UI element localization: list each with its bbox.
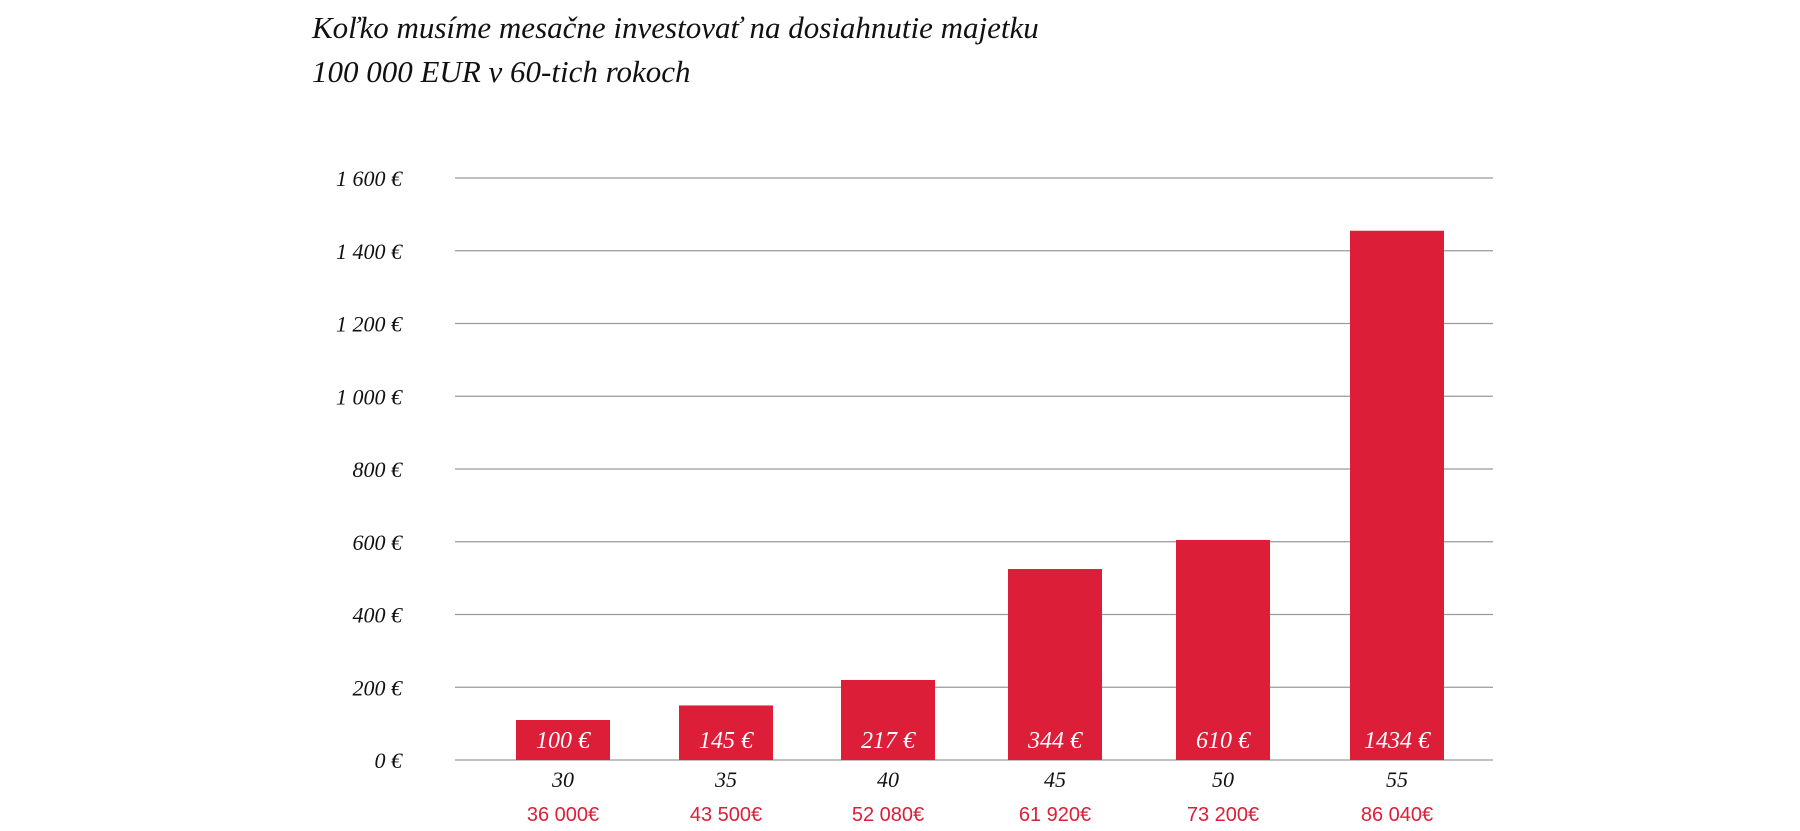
y-tick-label: 400 €	[353, 603, 404, 628]
y-tick-label: 1 200 €	[336, 312, 403, 337]
x-axis-tick-labels: 30 35 40 45 50 55	[551, 767, 1408, 792]
x-tick-label: 30	[551, 767, 574, 792]
y-tick-label: 200 €	[353, 675, 404, 700]
x-tick-label: 50	[1212, 767, 1234, 792]
bar-value-label: 217 €	[861, 728, 916, 754]
bar-value-label: 344 €	[1027, 728, 1083, 754]
bar-35	[679, 705, 773, 760]
total-amount-label: 73 200€	[1187, 804, 1259, 826]
bar-50	[1176, 539, 1270, 760]
x-tick-label: 55	[1386, 767, 1408, 792]
total-amount-labels: 36 000€ 43 500€ 52 080€ 61 920€ 73 200€ 86 04…	[527, 804, 1433, 826]
bar-value-label: 145 €	[699, 728, 754, 754]
bar-value-label: 1434 €	[1364, 728, 1431, 754]
total-amount-label: 36 000€	[527, 804, 599, 826]
bar-45	[1008, 569, 1102, 760]
y-axis-tick-labels: 0 € 200 € 400 € 600 € 800 € 1 000 € 1 200 € 1 4…	[336, 166, 403, 773]
y-tick-label: 0 €	[375, 748, 404, 773]
x-tick-label: 35	[714, 767, 737, 792]
bar-40	[841, 679, 935, 760]
bar-55	[1350, 230, 1444, 760]
x-tick-label: 45	[1044, 767, 1066, 792]
y-tick-label: 1 400 €	[336, 239, 403, 264]
y-tick-label: 1 000 €	[336, 384, 403, 409]
y-tick-label: 600 €	[353, 530, 404, 555]
gridlines	[455, 177, 1493, 761]
y-tick-label: 1 600 €	[336, 166, 403, 191]
chart-title: Koľko musíme mesačne investovať na dosia…	[312, 6, 1039, 94]
x-tick-label: 40	[877, 767, 899, 792]
chart-title-line-1: Koľko musíme mesačne investovať na dosia…	[312, 10, 1039, 45]
chart-title-line-2: 100 000 EUR v 60-tich rokoch	[312, 54, 691, 89]
total-amount-label: 52 080€	[852, 804, 924, 826]
y-tick-label: 800 €	[353, 457, 404, 482]
bars: 100 € 145 € 217 € 344 € 610 € 1434 €	[516, 230, 1444, 760]
bar-value-label: 100 €	[536, 728, 591, 754]
total-amount-label: 86 040€	[1361, 804, 1433, 826]
bar-value-label: 610 €	[1196, 728, 1251, 754]
bar-30	[516, 719, 610, 760]
total-amount-label: 43 500€	[690, 804, 762, 826]
total-amount-label: 61 920€	[1019, 804, 1091, 826]
